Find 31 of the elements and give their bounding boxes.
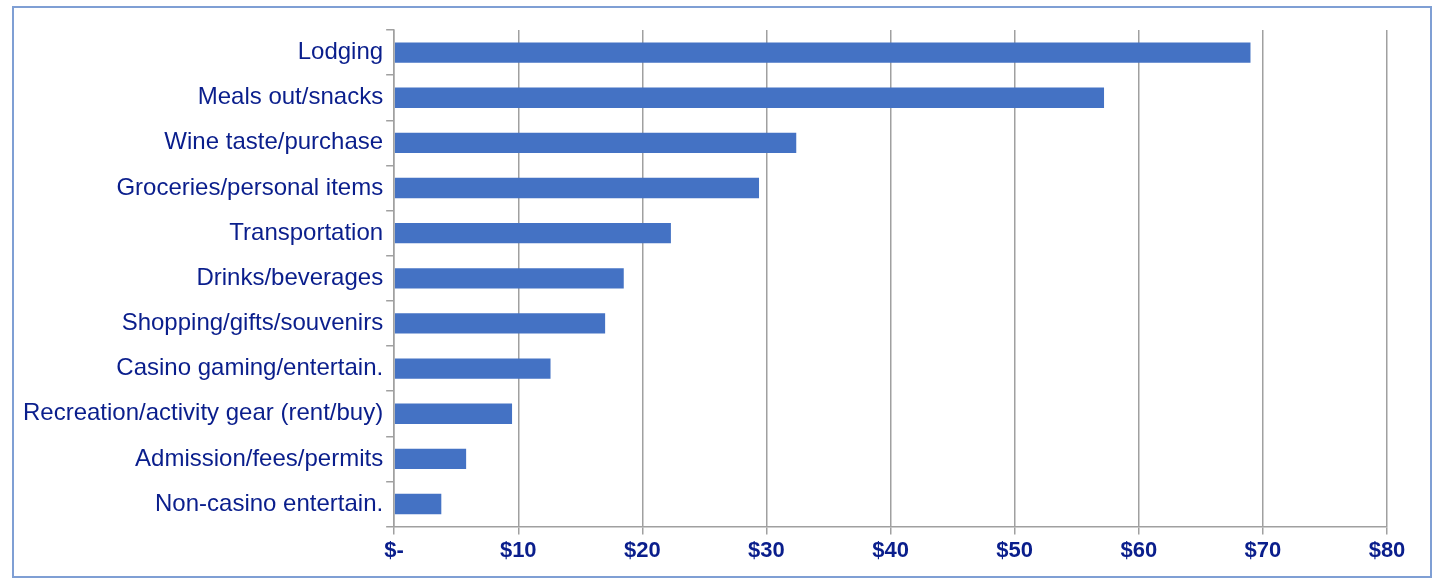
bar — [394, 42, 1251, 63]
bar — [394, 87, 1105, 108]
bar — [394, 223, 671, 244]
y-tick-label: Shopping/gifts/souvenirs — [121, 308, 384, 336]
x-tick-label: $50 — [996, 536, 1034, 562]
y-tick-label: Casino gaming/entertain. — [116, 353, 384, 381]
x-tick-label: $80 — [1368, 536, 1406, 562]
x-tick-label: $10 — [499, 536, 537, 562]
x-tick-label: $- — [384, 536, 404, 562]
y-tick-label: Groceries/personal items — [116, 172, 384, 200]
x-tick-label: $40 — [872, 536, 909, 562]
y-tick-label: Wine taste/purchase — [164, 127, 384, 155]
y-tick-label: Meals out/snacks — [197, 82, 384, 110]
x-tick-label: $20 — [624, 536, 661, 562]
bar — [394, 493, 442, 515]
bar — [394, 268, 624, 289]
bar — [394, 313, 606, 334]
x-tick-label: $60 — [1120, 536, 1158, 562]
bar — [394, 132, 797, 154]
x-tick-label: $30 — [748, 536, 785, 562]
y-tick-label: Lodging — [297, 37, 384, 65]
y-tick-label: Admission/fees/permits — [135, 443, 384, 471]
y-tick-label: Recreation/activity gear (rent/buy) — [23, 398, 384, 426]
y-tick-label: Transportation — [229, 217, 384, 245]
bar — [394, 358, 551, 379]
y-tick-label: Drinks/beverages — [196, 262, 384, 290]
x-tick-label: $70 — [1244, 536, 1282, 562]
bar — [394, 403, 513, 424]
bar — [394, 448, 467, 470]
bar — [394, 177, 760, 199]
y-tick-label: Non-casino entertain. — [155, 488, 384, 516]
